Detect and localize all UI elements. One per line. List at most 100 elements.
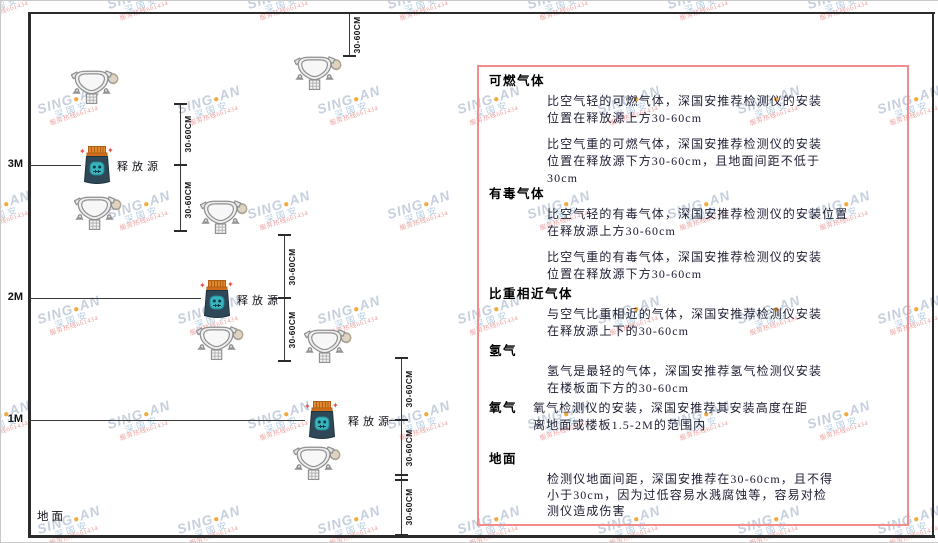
watermark-hotline-text: 服务热线661434 — [922, 1, 938, 36]
svg-text:✦: ✦ — [107, 146, 114, 155]
level-label-3m: 3M — [7, 158, 23, 170]
watermark-dot-icon: ● — [562, 0, 572, 1]
paragraph-line: 在释放源上下的30-60cm — [547, 324, 690, 338]
section-paragraph: 比空气重的可燃气体，深国安推荐检测仪的安装 位置在释放源下方30-60cm，且地面… — [547, 136, 903, 187]
watermark-cn-text: 深国安 — [543, 0, 581, 16]
svg-text:✦: ✦ — [227, 280, 234, 289]
section-heading: 可燃气体 — [489, 74, 546, 88]
dimension-tick — [174, 103, 187, 105]
watermark-hotline-text: 服务热线661434 — [539, 0, 590, 23]
paragraph-line: 位置在释放源下方30-60cm，且地面间距不低于 — [547, 154, 821, 168]
watermark-cn-text: 深国安 — [0, 414, 21, 436]
paragraph-line: 氧气检测仪的安装，深国安推荐其安装高度在距 — [533, 401, 809, 415]
watermark-hotline-text: 服务热线661434 — [119, 420, 170, 443]
watermark-cn-text: 深国安 — [919, 191, 938, 240]
dimension-tick — [343, 12, 356, 14]
gas-detector — [292, 443, 341, 490]
left-wall-line — [28, 12, 31, 538]
watermark-dot-icon: ● — [71, 303, 82, 316]
release-source: ✦ ✦ — [199, 279, 235, 324]
dimension-label: 30-60CM — [183, 181, 193, 219]
watermark-dot-icon: ● — [2, 0, 12, 1]
gas-detector — [199, 197, 248, 244]
level-line — [29, 298, 201, 299]
panel-section-similar: 比重相近气体 与空气比重相近的气体，深国安推荐检测仪安装 在释放源上下的30-60c… — [489, 286, 903, 349]
dimension-tick — [395, 357, 408, 359]
release-source-icon: ✦ ✦ — [199, 280, 234, 318]
paragraph-line: 在楼板面下方的30-60cm — [547, 381, 690, 395]
watermark-cn-text: 深国安 — [683, 0, 721, 16]
dimension-label: 30-60CM — [404, 370, 414, 408]
section-paragraph: 比空气轻的可燃气体，深国安推荐检测仪的安装 位置在释放源上方30-60cm — [547, 93, 903, 127]
dimension-label: 30-60CM — [287, 248, 297, 286]
watermark-brand-text: SING●AN — [915, 178, 938, 232]
level-line — [29, 420, 305, 421]
paragraph-line: 氢气是最轻的气体，深国安推荐氢气检测仪安装 — [547, 364, 823, 378]
dimension-tick — [174, 230, 187, 232]
paragraph-line: 小于30cm，因为过低容易水溅腐蚀等，容易对检 — [547, 488, 827, 502]
section-paragraph: 氢气是最轻的气体，深国安推荐氢气检测仪安装 在楼板面下方的30-60cm — [547, 363, 903, 397]
gas-detector-icon — [70, 70, 119, 105]
watermark-dot-icon: ● — [281, 408, 292, 421]
watermark-dot-icon: ● — [421, 408, 432, 421]
watermark-dot-icon: ● — [702, 0, 712, 1]
watermark-brand-text: SING●AN — [35, 292, 103, 328]
svg-text:✦: ✦ — [332, 401, 339, 410]
watermark-dot-icon: ● — [141, 198, 152, 211]
watermark-hotline-text: 服务热线661434 — [259, 0, 310, 23]
watermark-dot-icon: ● — [842, 0, 852, 1]
level-line — [29, 165, 81, 166]
dimension-label: 30-60CM — [183, 115, 193, 153]
watermark-dot-icon: ● — [142, 0, 152, 1]
watermark-hotline-text: 服务热线661434 — [0, 210, 30, 233]
watermark-dot-icon: ● — [911, 93, 922, 106]
paragraph-line: 离地面或楼板1.5-2M的范围内 — [533, 418, 707, 432]
dimension-tick — [278, 297, 291, 299]
watermark-hotline-text: 服务热线661434 — [399, 0, 450, 23]
watermark-hotline-text: 服务热线661434 — [399, 210, 450, 233]
release-source-icon: ✦ ✦ — [304, 401, 339, 439]
watermark-hotline-text: 服务热线661434 — [152, 514, 278, 542]
ground-line — [28, 535, 935, 538]
info-panel: 可燃气体 比空气轻的可燃气体，深国安推荐检测仪的安装 位置在释放源上方30-60cm… — [477, 65, 909, 526]
gas-detector — [70, 67, 119, 114]
panel-section-ground: 地面 检测仪地面间距，深国安推荐在30-60cm，且不得 小于30cm，因为过低容易… — [489, 451, 903, 528]
dimension-tick — [278, 234, 291, 236]
release-source: ✦ ✦ — [304, 400, 340, 445]
watermark-cn-text: 深国安 — [0, 204, 21, 226]
watermark-cn-text: 深国安 — [0, 0, 21, 16]
watermark-hotline-text: 服务热线661434 — [679, 0, 730, 23]
watermark-dot-icon: ● — [351, 513, 362, 526]
watermark-dot-icon: ● — [282, 0, 292, 1]
section-heading: 有毒气体 — [489, 187, 546, 201]
dimension-line — [401, 358, 402, 535]
svg-text:✦: ✦ — [79, 147, 86, 156]
watermark-hotline-text: 服务热线661434 — [189, 105, 240, 128]
panel-section-hydrogen: 氢气 氢气是最轻的气体，深国安推荐氢气检测仪安装 在楼板面下方的30-60cm — [489, 343, 903, 406]
release-source-label: 释放源 — [237, 295, 282, 307]
dimension-tick — [395, 534, 408, 536]
paragraph-line: 与空气比重相近的气体，深国安推荐检测仪安装 — [547, 307, 823, 321]
section-paragraph: 比空气重的有毒气体，深国安推荐检测仪的安装 位置在释放源下方30-60cm — [547, 249, 903, 283]
watermark-hotline-text: 服务热线661434 — [329, 105, 380, 128]
watermark-dot-icon: ● — [71, 513, 82, 526]
paragraph-line: 比空气轻的有毒气体，深国安推荐检测仪的安装位置 — [547, 207, 849, 221]
panel-section-toxic: 有毒气体 比空气轻的有毒气体，深国安推荐检测仪的安装位置 在释放源上方30-60cm… — [489, 186, 903, 292]
paragraph-line: 测仪造成伤害 — [547, 504, 626, 518]
section-heading: 氧气 — [489, 401, 518, 415]
panel-section-oxygen: 氧气 氧气检测仪的安装，深国安推荐其安装高度在距 离地面或楼板1.5-2M的范围内 — [489, 400, 903, 434]
gas-detector-icon — [73, 196, 122, 231]
paragraph-line: 位置在释放源上方30-60cm — [547, 111, 703, 125]
watermark-dot-icon: ● — [211, 93, 222, 106]
watermark-dot-icon: ● — [351, 93, 362, 106]
